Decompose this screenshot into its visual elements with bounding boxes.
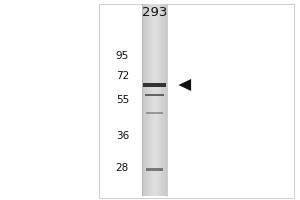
- Bar: [153, 4, 154, 196]
- Text: 36: 36: [116, 131, 129, 141]
- Bar: [147, 4, 148, 196]
- Bar: [158, 4, 159, 196]
- Bar: [163, 4, 164, 196]
- Bar: [160, 4, 161, 196]
- Text: 95: 95: [116, 51, 129, 61]
- Bar: [143, 4, 144, 196]
- Text: 72: 72: [116, 71, 129, 81]
- Text: 55: 55: [116, 95, 129, 105]
- Bar: [146, 4, 147, 196]
- Bar: [149, 4, 150, 196]
- Bar: [164, 4, 165, 196]
- Bar: [155, 4, 156, 196]
- Polygon shape: [178, 79, 191, 91]
- Bar: [157, 4, 158, 196]
- Bar: [159, 4, 160, 196]
- Bar: [150, 4, 151, 196]
- Bar: [145, 94, 164, 96]
- Bar: [160, 4, 161, 196]
- Bar: [161, 4, 162, 196]
- Bar: [146, 112, 163, 114]
- Bar: [142, 4, 143, 196]
- Bar: [156, 4, 157, 196]
- Bar: [165, 4, 166, 196]
- Bar: [144, 4, 145, 196]
- Bar: [143, 83, 166, 87]
- Text: 293: 293: [142, 6, 167, 20]
- Bar: [146, 168, 164, 170]
- Bar: [148, 4, 149, 196]
- Bar: [99, 4, 294, 198]
- Text: 28: 28: [116, 163, 129, 173]
- Bar: [145, 4, 146, 196]
- Bar: [154, 4, 155, 196]
- Bar: [152, 4, 153, 196]
- Bar: [151, 4, 152, 196]
- Bar: [166, 4, 167, 196]
- Bar: [162, 4, 163, 196]
